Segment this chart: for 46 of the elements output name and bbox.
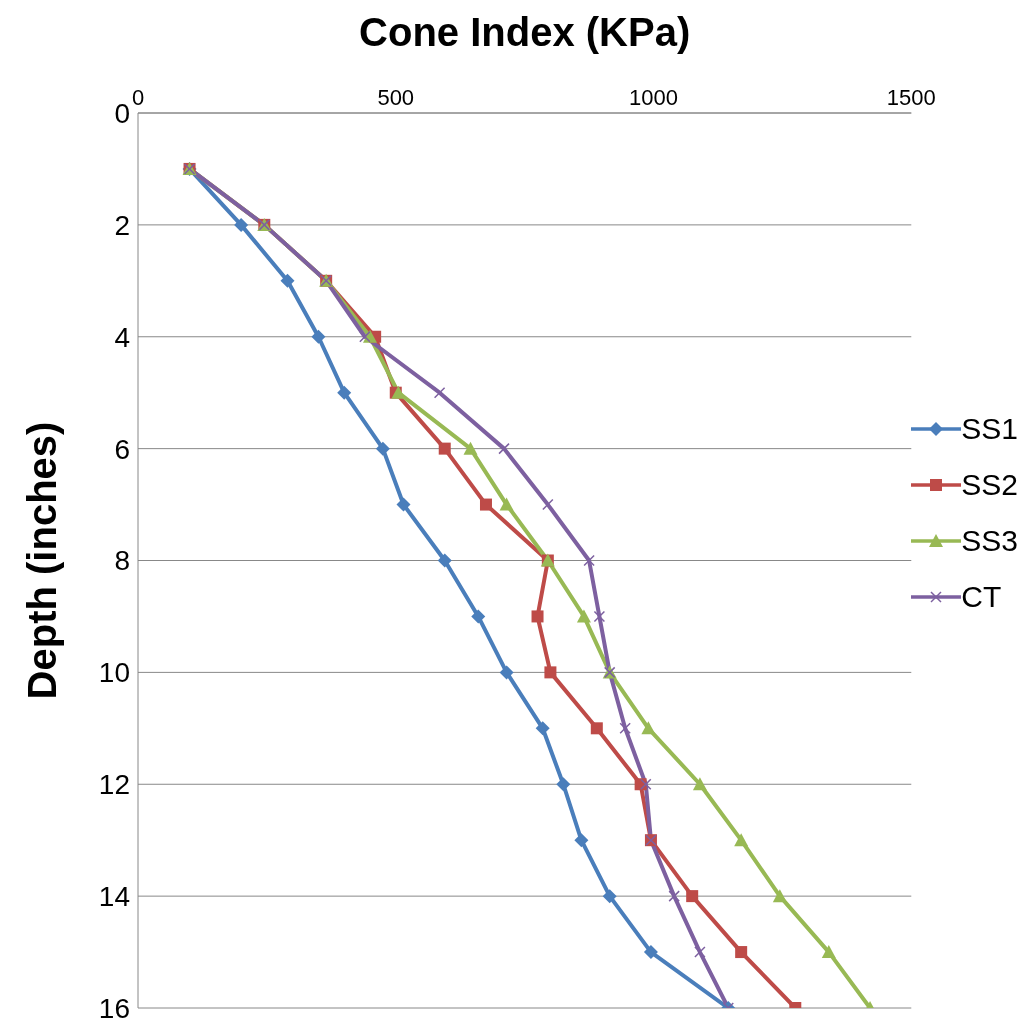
x-tick-label: 500 (377, 85, 415, 110)
point (311, 329, 326, 344)
point (499, 665, 514, 680)
y-tick-label: 16 (98, 992, 130, 1024)
point (375, 441, 390, 456)
point (531, 610, 544, 623)
legend-label: SS2 (961, 468, 1018, 502)
point (535, 721, 550, 736)
y-axis-title: Depth (inches) (20, 421, 64, 700)
point (692, 777, 707, 791)
point (821, 945, 836, 959)
point (643, 945, 658, 960)
point (576, 609, 591, 623)
x-tick-label: 1000 (629, 85, 678, 110)
legend-label: CT (961, 580, 1002, 614)
point (735, 946, 748, 959)
point (234, 217, 249, 232)
point (437, 553, 452, 568)
point (544, 666, 557, 679)
x-tick-label: 1500 (886, 85, 936, 110)
point (641, 721, 656, 735)
point (479, 498, 492, 511)
point (602, 889, 617, 904)
point (438, 442, 451, 455)
point (396, 497, 411, 512)
y-tick-label: 4 (114, 321, 130, 353)
point (590, 722, 603, 735)
y-tick-label: 8 (114, 545, 130, 577)
point (686, 890, 699, 903)
legend-label: SS1 (961, 412, 1018, 446)
y-tick-label: 2 (114, 209, 130, 241)
point (280, 273, 295, 288)
x-axis-title: Cone Index (KPa) (359, 10, 691, 55)
point (337, 385, 352, 400)
point (463, 441, 478, 455)
point (772, 889, 787, 903)
point (471, 609, 486, 624)
point (499, 497, 514, 511)
point (556, 777, 571, 792)
y-tick-label: 6 (114, 433, 130, 465)
y-tick-label: 10 (98, 657, 130, 689)
point (734, 833, 749, 847)
legend-label: SS3 (961, 524, 1018, 558)
y-tick-label: 12 (98, 769, 130, 801)
point (574, 833, 589, 848)
y-tick-label: 14 (98, 881, 130, 913)
